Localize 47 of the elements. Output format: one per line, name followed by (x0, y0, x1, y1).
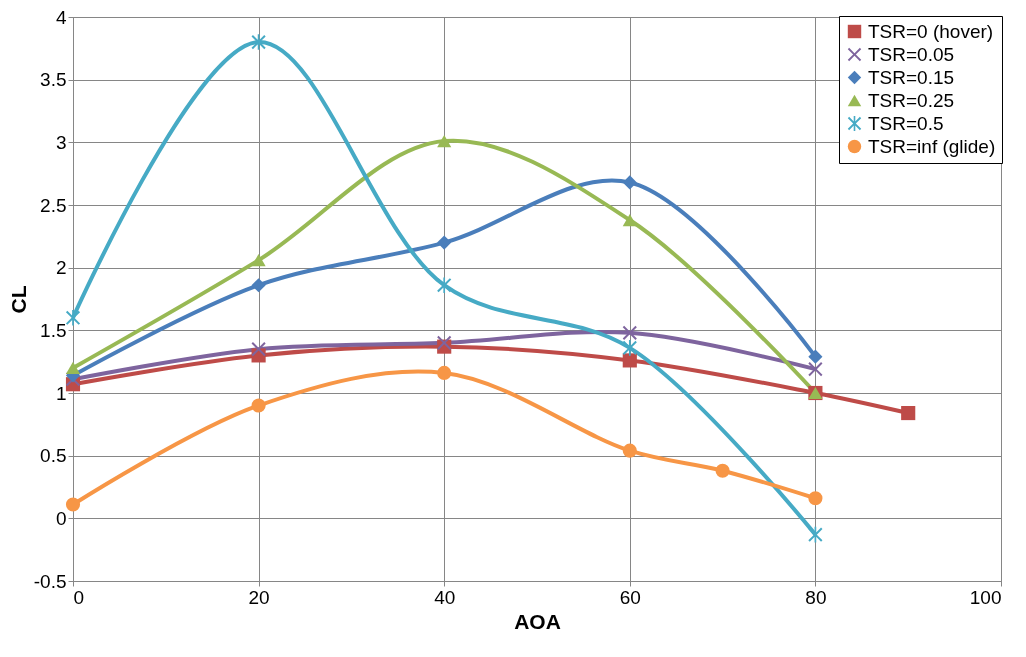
point (251, 342, 266, 357)
y-axis-title: CL (6, 285, 30, 314)
x-tick-label: 0 (73, 586, 85, 608)
y-tick-label: 4 (55, 6, 67, 28)
point (437, 134, 452, 148)
point (437, 277, 452, 293)
point (622, 325, 637, 340)
y-tick-label: 3.5 (40, 69, 67, 91)
point (437, 235, 452, 250)
point (251, 398, 266, 413)
point (808, 491, 823, 506)
y-tick-label: -0.5 (33, 570, 67, 592)
y-tick-label: 1.5 (40, 319, 67, 341)
y-tick-label: 1 (55, 382, 67, 404)
point (808, 349, 823, 364)
point (65, 497, 81, 512)
point (622, 213, 637, 227)
point (715, 463, 730, 478)
x-tick-label: 60 (619, 586, 641, 608)
point (65, 361, 81, 375)
legend-label: TSR=0.15 (868, 66, 955, 88)
point (437, 335, 452, 350)
x-tick-label: 40 (434, 586, 456, 608)
point (251, 254, 266, 267)
x-axis-title: AOA (514, 609, 561, 633)
point (65, 310, 81, 326)
point (622, 443, 637, 458)
x-tick-label: 100 (969, 586, 1002, 608)
point (251, 278, 266, 293)
legend-label: TSR=0 (hover) (868, 20, 994, 42)
legend-label: TSR=0.25 (868, 89, 955, 111)
point (622, 353, 637, 368)
point (808, 362, 823, 377)
legend-label: TSR=inf (glide) (868, 135, 996, 157)
y-tick-label: 0.5 (40, 445, 67, 467)
x-tick-label: 80 (805, 586, 827, 608)
point (622, 340, 637, 356)
y-tick-label: 0 (55, 507, 67, 529)
x-tick-label: 20 (248, 586, 270, 608)
legend-label: TSR=0.5 (868, 112, 944, 134)
point (901, 405, 916, 421)
y-tick-label: 2 (55, 257, 67, 279)
point (622, 175, 637, 190)
y-tick-label: 2.5 (40, 194, 67, 216)
y-tick-label: 3 (55, 131, 67, 153)
point (437, 365, 452, 380)
legend-label: TSR=0.05 (868, 43, 955, 65)
